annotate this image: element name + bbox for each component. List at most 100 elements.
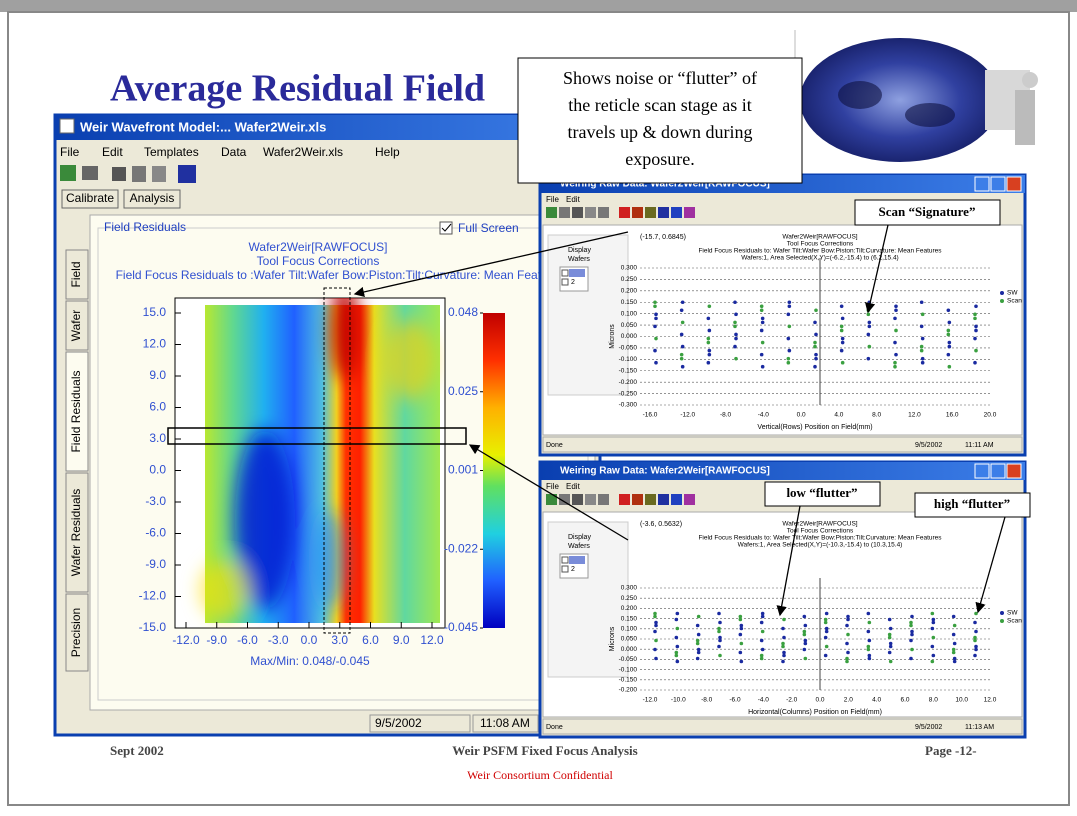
y-tick-label: 0.000 bbox=[621, 333, 638, 340]
point bbox=[921, 313, 925, 317]
window-button[interactable] bbox=[1007, 464, 1021, 478]
menu-item[interactable]: Help bbox=[375, 145, 400, 159]
window-button[interactable] bbox=[991, 464, 1005, 478]
toolbar-icon[interactable] bbox=[572, 494, 583, 505]
toolbar-icon[interactable] bbox=[585, 494, 596, 505]
tab-label[interactable]: Wafer bbox=[69, 310, 83, 342]
status-time: 11:08 AM bbox=[480, 716, 530, 730]
list-checkbox[interactable] bbox=[562, 279, 568, 285]
toolbar-icon[interactable] bbox=[671, 207, 682, 218]
point bbox=[717, 630, 721, 634]
tab-label[interactable]: Wafer Residuals bbox=[69, 489, 83, 577]
point bbox=[888, 636, 892, 640]
checkbox[interactable] bbox=[440, 222, 452, 234]
point bbox=[654, 317, 658, 321]
point bbox=[889, 660, 893, 664]
list-item[interactable]: 2 bbox=[571, 279, 575, 286]
toolbar-icon[interactable] bbox=[671, 494, 682, 505]
window-button[interactable] bbox=[975, 177, 989, 191]
menu-item[interactable]: Edit bbox=[566, 482, 581, 491]
toolbar-icon[interactable] bbox=[658, 494, 669, 505]
menu-item[interactable]: Data bbox=[221, 145, 247, 159]
point bbox=[707, 337, 711, 341]
point bbox=[841, 341, 845, 345]
point bbox=[760, 639, 764, 643]
point bbox=[654, 337, 658, 341]
window-button[interactable] bbox=[1007, 177, 1021, 191]
point bbox=[868, 325, 872, 329]
point bbox=[974, 648, 978, 652]
point bbox=[760, 353, 764, 357]
menu-item[interactable]: Edit bbox=[102, 145, 123, 159]
button-label[interactable]: Calibrate bbox=[66, 191, 114, 205]
toolbar-icon[interactable] bbox=[559, 207, 570, 218]
toolbar-icon[interactable] bbox=[546, 207, 557, 218]
toolbar-icon[interactable] bbox=[632, 207, 643, 218]
point bbox=[707, 341, 711, 345]
y-axis-label: Microns bbox=[609, 324, 616, 349]
colorbar bbox=[483, 313, 505, 628]
point bbox=[973, 654, 977, 658]
tab-label[interactable]: Field bbox=[69, 261, 83, 287]
point bbox=[868, 657, 872, 661]
menu-item[interactable]: File bbox=[546, 195, 559, 204]
x-tick-label: -10.0 bbox=[671, 697, 686, 704]
toolbar-icon[interactable] bbox=[632, 494, 643, 505]
tab-label[interactable]: Precision bbox=[69, 608, 83, 657]
point bbox=[973, 313, 977, 317]
toolbar-icon[interactable] bbox=[619, 207, 630, 218]
x-tick-label: 12.0 bbox=[420, 633, 444, 647]
toolbar-icon[interactable] bbox=[684, 494, 695, 505]
point bbox=[760, 304, 764, 308]
legend-swatch bbox=[1000, 619, 1004, 623]
toolbar-icon[interactable] bbox=[619, 494, 630, 505]
point bbox=[739, 633, 743, 637]
menu-item[interactable]: File bbox=[546, 482, 559, 491]
y-tick-label: 15.0 bbox=[143, 305, 167, 319]
toolbar-icon[interactable] bbox=[598, 494, 609, 505]
y-tick-label: 0.300 bbox=[621, 585, 638, 592]
menu-item[interactable]: Edit bbox=[566, 195, 581, 204]
list-checkbox[interactable] bbox=[562, 566, 568, 572]
y-tick-label: 12.0 bbox=[143, 337, 167, 351]
toolbar-icon[interactable] bbox=[585, 207, 596, 218]
point bbox=[803, 615, 807, 619]
footer-confidential: Weir Consortium Confidential bbox=[467, 768, 613, 782]
list-checkbox[interactable] bbox=[562, 270, 568, 276]
point bbox=[888, 651, 892, 655]
list-checkbox[interactable] bbox=[562, 557, 568, 563]
window-button[interactable] bbox=[975, 464, 989, 478]
toolbar-icon[interactable] bbox=[572, 207, 583, 218]
window-button[interactable] bbox=[991, 177, 1005, 191]
toolbar-icon[interactable] bbox=[658, 207, 669, 218]
y-tick-label: -6.0 bbox=[145, 526, 166, 540]
point bbox=[824, 654, 828, 658]
toolbar-icon[interactable] bbox=[645, 494, 656, 505]
menu-item[interactable]: Wafer2Weir.xls bbox=[263, 145, 343, 159]
button-label[interactable]: Analysis bbox=[130, 191, 175, 205]
point bbox=[675, 654, 679, 658]
display-label: Display bbox=[568, 534, 591, 541]
menu-item[interactable]: File bbox=[60, 145, 80, 159]
point bbox=[696, 624, 700, 628]
toolbar-icon[interactable] bbox=[598, 207, 609, 218]
y-tick-label: -15.0 bbox=[139, 620, 167, 634]
point bbox=[675, 618, 679, 622]
toolbar-icon[interactable] bbox=[684, 207, 695, 218]
point bbox=[920, 345, 924, 349]
point bbox=[948, 341, 952, 345]
point bbox=[708, 304, 712, 308]
y-tick-label: 0.0 bbox=[149, 463, 166, 477]
toolbar-icon[interactable] bbox=[645, 207, 656, 218]
checkbox-label[interactable]: Full Screen bbox=[458, 221, 519, 235]
colorbar-label: 0.048 bbox=[448, 305, 478, 319]
menu-item[interactable]: Templates bbox=[144, 145, 199, 159]
point bbox=[814, 353, 818, 357]
window-title: Weiring Raw Data: Wafer2Weir[RAWFOCUS] bbox=[560, 466, 770, 477]
point bbox=[921, 357, 925, 361]
point bbox=[733, 321, 737, 325]
point bbox=[761, 365, 765, 369]
tab-label[interactable]: Field Residuals bbox=[69, 370, 83, 452]
y-tick-label: 0.050 bbox=[621, 322, 638, 329]
list-item[interactable]: 2 bbox=[571, 566, 575, 573]
